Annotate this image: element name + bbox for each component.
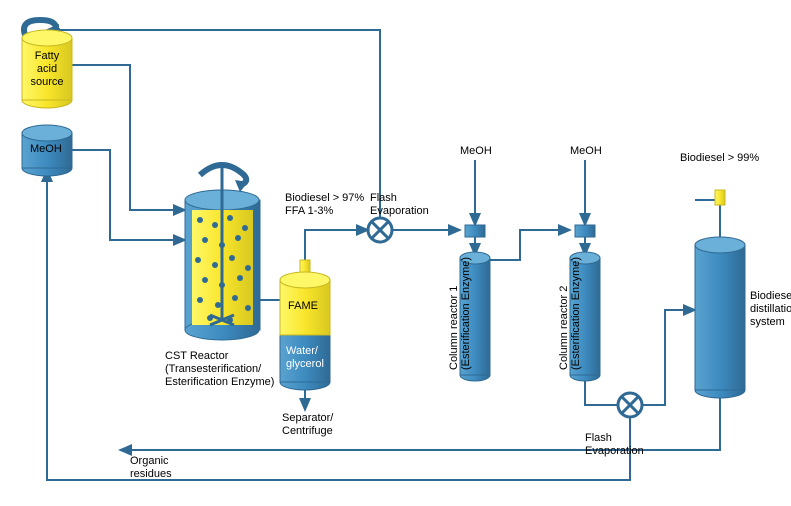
distillation-column	[695, 237, 745, 398]
biodiesel99-label: Biodiesel > 99%	[680, 152, 759, 165]
flash-evap-1-label: FlashEvaporation	[370, 192, 429, 218]
fatty-feed-line	[72, 65, 185, 210]
fame-label: FAME	[288, 300, 318, 313]
separator-vessel	[280, 272, 330, 390]
flash-valve-2	[618, 393, 642, 417]
cst-reactor-label: CST Reactor(Transesterification/Esterifi…	[165, 350, 274, 390]
col2-label: Column reactor 2(Esterification Enzyme)	[558, 257, 582, 370]
meoh-tank-label: MeOH	[30, 143, 62, 156]
distillation-label: Biodieseldistillationsystem	[750, 290, 791, 330]
flash-valve-1	[368, 218, 392, 242]
separator-label: Separator/Centrifuge	[282, 412, 333, 438]
water-glycerol-label: Water/glycerol	[286, 345, 324, 371]
col1-to-col2	[490, 230, 570, 260]
meoh-feed-line	[72, 150, 185, 240]
fame-out-line	[305, 230, 368, 275]
fatty-acid-label: Fattyacidsource	[30, 50, 64, 90]
col1-label: Column reactor 1(Esterification Enzyme)	[448, 257, 472, 370]
meoh-in-2-label: MeOH	[570, 145, 602, 158]
flash-evap-2-label: FlashEvaporation	[585, 432, 644, 458]
to-distillation	[642, 310, 695, 405]
organic-label: Organicresidues	[130, 455, 172, 481]
cst-reactor	[185, 165, 260, 340]
biodiesel97-label: Biodiesel > 97%FFA 1-3%	[285, 192, 364, 218]
meoh-in-1-label: MeOH	[460, 145, 492, 158]
process-diagram	[0, 0, 791, 506]
biodiesel-out	[695, 200, 720, 240]
